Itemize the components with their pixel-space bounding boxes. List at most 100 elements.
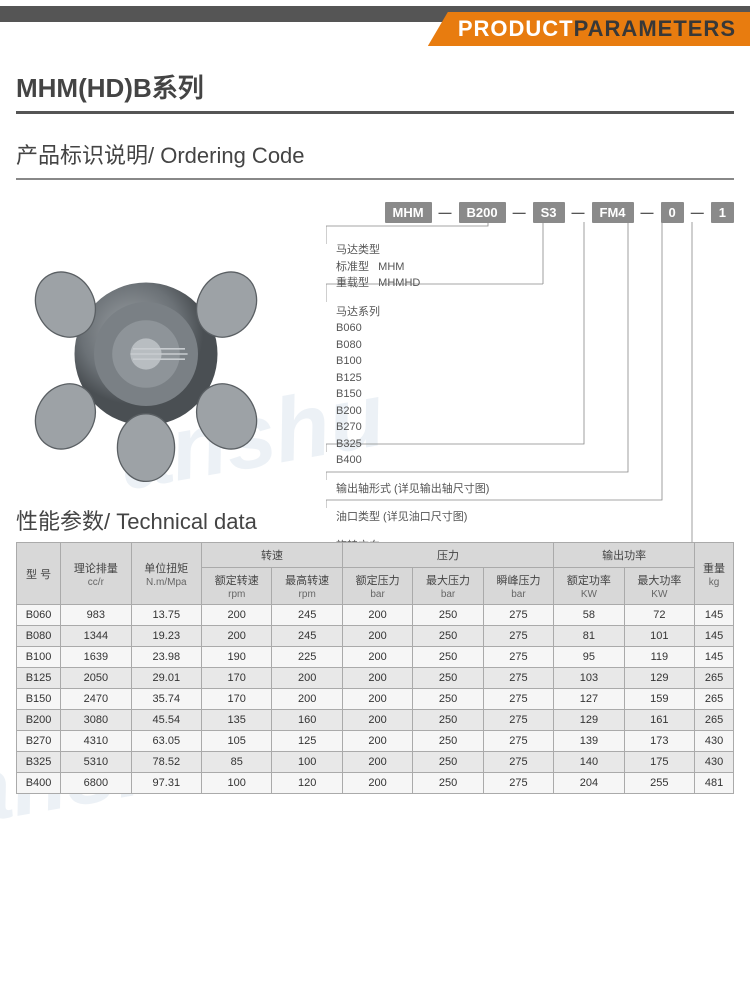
- spec-series: 马达系列 B060B080B100B125B150B200B270B325B40…: [336, 304, 502, 469]
- col-weight: 重量kg: [695, 543, 734, 605]
- table-cell: 200: [342, 773, 412, 794]
- series-item: B400: [336, 452, 502, 469]
- table-cell: 200: [342, 689, 412, 710]
- table-cell: 275: [483, 626, 553, 647]
- table-cell: 135: [202, 710, 272, 731]
- code-box: B200: [459, 202, 506, 223]
- table-cell: 200: [342, 731, 412, 752]
- table-cell: 72: [624, 605, 694, 626]
- table-cell: 100: [272, 752, 342, 773]
- table-cell: 95: [554, 647, 624, 668]
- table-cell: B270: [17, 731, 61, 752]
- series-item: B150: [336, 386, 502, 403]
- spec-shaft: 输出轴形式 (详见输出轴尺寸图): [336, 481, 502, 498]
- table-cell: 275: [483, 710, 553, 731]
- table-cell: 200: [342, 647, 412, 668]
- ordering-code-area: MHM—B200—S3—FM4—0—1 马达类型 标准型 MHM 重载型 MHM…: [276, 194, 734, 484]
- table-cell: 78.52: [131, 752, 201, 773]
- table-cell: 430: [695, 752, 734, 773]
- table-cell: 275: [483, 731, 553, 752]
- divider: [16, 111, 734, 114]
- product-image: [16, 224, 276, 484]
- page-title: MHM(HD)B系列: [16, 68, 734, 105]
- table-row: B100163923.9819022520025027595119145: [17, 647, 734, 668]
- table-cell: 275: [483, 773, 553, 794]
- table-cell: 200: [202, 626, 272, 647]
- banner-word1: PRODUCT: [458, 16, 574, 42]
- table-cell: 250: [413, 773, 483, 794]
- table-cell: 35.74: [131, 689, 201, 710]
- banner-word2: PARAMETERS: [574, 16, 736, 42]
- table-cell: 200: [342, 605, 412, 626]
- col-pw-max: 最大功率KW: [624, 568, 694, 605]
- table-row: B06098313.752002452002502755872145: [17, 605, 734, 626]
- table-cell: 2050: [61, 668, 131, 689]
- table-row: B325531078.5285100200250275140175430: [17, 752, 734, 773]
- table-cell: B150: [17, 689, 61, 710]
- table-row: B270431063.05105125200250275139173430: [17, 731, 734, 752]
- divider: [16, 178, 734, 180]
- table-cell: 23.98: [131, 647, 201, 668]
- table-cell: 250: [413, 668, 483, 689]
- code-box: FM4: [592, 202, 634, 223]
- series-item: B080: [336, 337, 502, 354]
- table-cell: 250: [413, 710, 483, 731]
- table-cell: 125: [272, 731, 342, 752]
- table-cell: 250: [413, 605, 483, 626]
- code-dash: —: [512, 205, 527, 220]
- table-cell: 100: [202, 773, 272, 794]
- table-row: B125205029.01170200200250275103129265: [17, 668, 734, 689]
- table-cell: 13.75: [131, 605, 201, 626]
- table-cell: 225: [272, 647, 342, 668]
- ordering-title: 产品标识说明/ Ordering Code: [16, 138, 734, 170]
- table-cell: 200: [272, 689, 342, 710]
- col-torque: 单位扭矩N.m/Mpa: [131, 543, 201, 605]
- table-cell: B060: [17, 605, 61, 626]
- table-cell: 145: [695, 626, 734, 647]
- table-cell: 145: [695, 647, 734, 668]
- table-cell: 250: [413, 647, 483, 668]
- table-cell: 19.23: [131, 626, 201, 647]
- table-cell: B325: [17, 752, 61, 773]
- col-power: 输出功率: [554, 543, 695, 568]
- table-cell: 200: [202, 605, 272, 626]
- table-cell: 265: [695, 668, 734, 689]
- table-cell: 1344: [61, 626, 131, 647]
- table-cell: 170: [202, 689, 272, 710]
- table-cell: 3080: [61, 710, 131, 731]
- table-cell: 120: [272, 773, 342, 794]
- table-cell: 58: [554, 605, 624, 626]
- table-cell: 265: [695, 710, 734, 731]
- table-cell: B400: [17, 773, 61, 794]
- table-cell: 200: [342, 710, 412, 731]
- table-cell: 481: [695, 773, 734, 794]
- table-cell: 245: [272, 626, 342, 647]
- table-cell: 175: [624, 752, 694, 773]
- table-cell: 265: [695, 689, 734, 710]
- table-cell: 4310: [61, 731, 131, 752]
- col-pw-rated: 额定功率KW: [554, 568, 624, 605]
- table-cell: 200: [342, 668, 412, 689]
- col-pressure: 压力: [342, 543, 553, 568]
- table-cell: 250: [413, 731, 483, 752]
- code-dash: —: [640, 205, 655, 220]
- table-cell: 1639: [61, 647, 131, 668]
- table-cell: 245: [272, 605, 342, 626]
- table-cell: 275: [483, 689, 553, 710]
- code-box: 0: [661, 202, 684, 223]
- col-speed-max: 最高转速rpm: [272, 568, 342, 605]
- table-row: B080134419.2320024520025027581101145: [17, 626, 734, 647]
- table-cell: 127: [554, 689, 624, 710]
- series-item: B125: [336, 370, 502, 387]
- col-p-rated: 额定压力bar: [342, 568, 412, 605]
- table-cell: 204: [554, 773, 624, 794]
- col-model: 型 号: [17, 543, 61, 605]
- table-cell: 275: [483, 752, 553, 773]
- table-cell: 200: [342, 626, 412, 647]
- table-cell: B080: [17, 626, 61, 647]
- code-box: MHM: [385, 202, 432, 223]
- table-cell: 129: [554, 710, 624, 731]
- table-cell: 2470: [61, 689, 131, 710]
- table-cell: B100: [17, 647, 61, 668]
- table-cell: 119: [624, 647, 694, 668]
